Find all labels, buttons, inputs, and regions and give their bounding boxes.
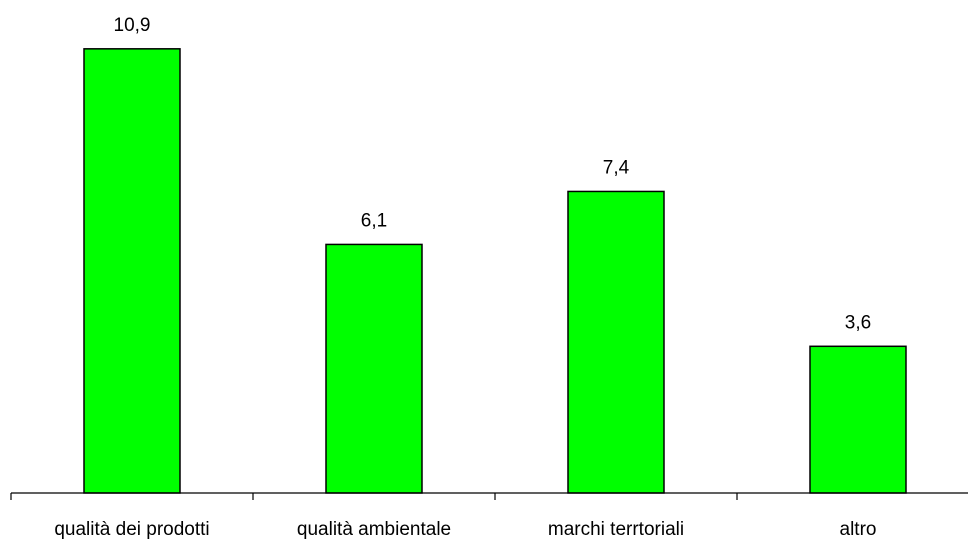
bar-value-label: 6,1 [361,210,387,231]
bar-value-label: 10,9 [114,15,151,36]
bar [809,345,907,494]
category-label: qualità dei prodotti [54,519,209,540]
category-label: marchi terrtoriali [548,519,684,540]
x-axis-ticks [10,493,738,500]
bar [567,190,665,494]
bar [83,48,181,494]
bars-group [83,48,907,494]
bar-value-label: 7,4 [603,157,630,178]
bar [325,243,423,494]
category-label: altro [840,519,877,540]
value-labels-group: 10,9 6,1 7,4 3,6 [114,15,872,333]
category-labels-group: qualità dei prodotti qualità ambientale ma… [54,519,876,540]
bar-value-label: 3,6 [845,312,871,333]
category-label: qualità ambientale [297,519,451,540]
